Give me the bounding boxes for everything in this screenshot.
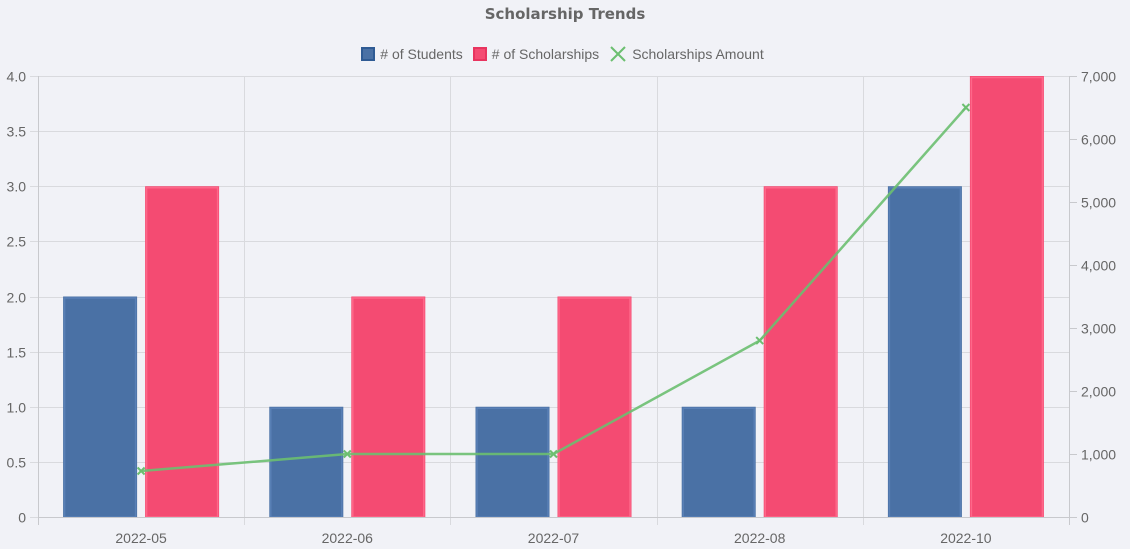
axes: 0 0.5 1.0 1.5 2.0 2.5 3.0 3.5 4.0 0 1,000 2,000 3,00…	[7, 69, 1117, 547]
x-tick-label: 2022-06	[322, 530, 374, 546]
y-left-tick-label: 3.0	[7, 179, 27, 195]
y-left-tick-label: 0	[18, 510, 26, 526]
legend-label: Scholarships Amount	[632, 46, 764, 62]
bar	[63, 296, 138, 517]
bar	[557, 296, 632, 517]
cross-marker-icon	[343, 449, 352, 459]
y-left-tick-label: 1.0	[7, 400, 27, 416]
y-right-tick-label: 3,000	[1081, 321, 1116, 337]
line-series	[136, 103, 971, 476]
bar	[145, 186, 220, 517]
legend-label: # of Students	[380, 46, 463, 62]
cross-marker-icon	[136, 466, 146, 476]
y-left-tick-label: 4.0	[7, 69, 27, 85]
y-right-tick-label: 0	[1081, 510, 1089, 526]
scholarships-amount-line	[140, 106, 967, 473]
y-right-tick-label: 7,000	[1081, 69, 1116, 85]
legend-swatch-square-icon	[472, 47, 487, 61]
bar-series	[63, 76, 1044, 518]
y-right-tick-label: 2,000	[1081, 384, 1116, 400]
legend-cross-icon	[610, 46, 626, 62]
x-tick-label: 2022-05	[115, 530, 167, 546]
x-tick-label: 2022-10	[940, 530, 992, 546]
cross-marker-icon	[549, 449, 558, 459]
y-left-tick-label: 3.5	[7, 124, 27, 140]
y-right-tick-label: 1,000	[1081, 447, 1116, 463]
y-right-tick-label: 6,000	[1081, 132, 1116, 148]
y-right-tick-label: 4,000	[1081, 258, 1116, 274]
bar	[269, 406, 344, 517]
bar	[763, 186, 838, 517]
bar	[969, 76, 1044, 517]
y-left-tick-label: 2.5	[7, 234, 27, 250]
y-right-tick-label: 5,000	[1081, 195, 1116, 211]
y-left-tick-label: 0.5	[7, 455, 27, 471]
legend-swatch-square-icon	[361, 47, 376, 61]
cross-marker-icon	[961, 103, 971, 112]
legend-item-scholarships-amount[interactable]: Scholarships Amount	[609, 45, 764, 63]
legend-label: # of Scholarships	[491, 46, 600, 62]
bar	[475, 406, 550, 517]
x-tick-label: 2022-08	[734, 530, 786, 546]
bar	[887, 186, 962, 517]
bar	[351, 296, 426, 517]
cross-marker-icon	[755, 336, 764, 345]
y-left-tick-label: 2.0	[7, 290, 27, 306]
legend: # of Students # of Scholarships Scholars…	[0, 45, 1125, 63]
legend-item-scholarships[interactable]: # of Scholarships	[472, 46, 600, 62]
x-tick-label: 2022-07	[528, 530, 580, 546]
y-left-tick-label: 1.5	[7, 345, 27, 361]
bar	[681, 406, 756, 517]
legend-item-students[interactable]: # of Students	[361, 46, 463, 62]
chart-title: Scholarship Trends	[484, 5, 646, 23]
